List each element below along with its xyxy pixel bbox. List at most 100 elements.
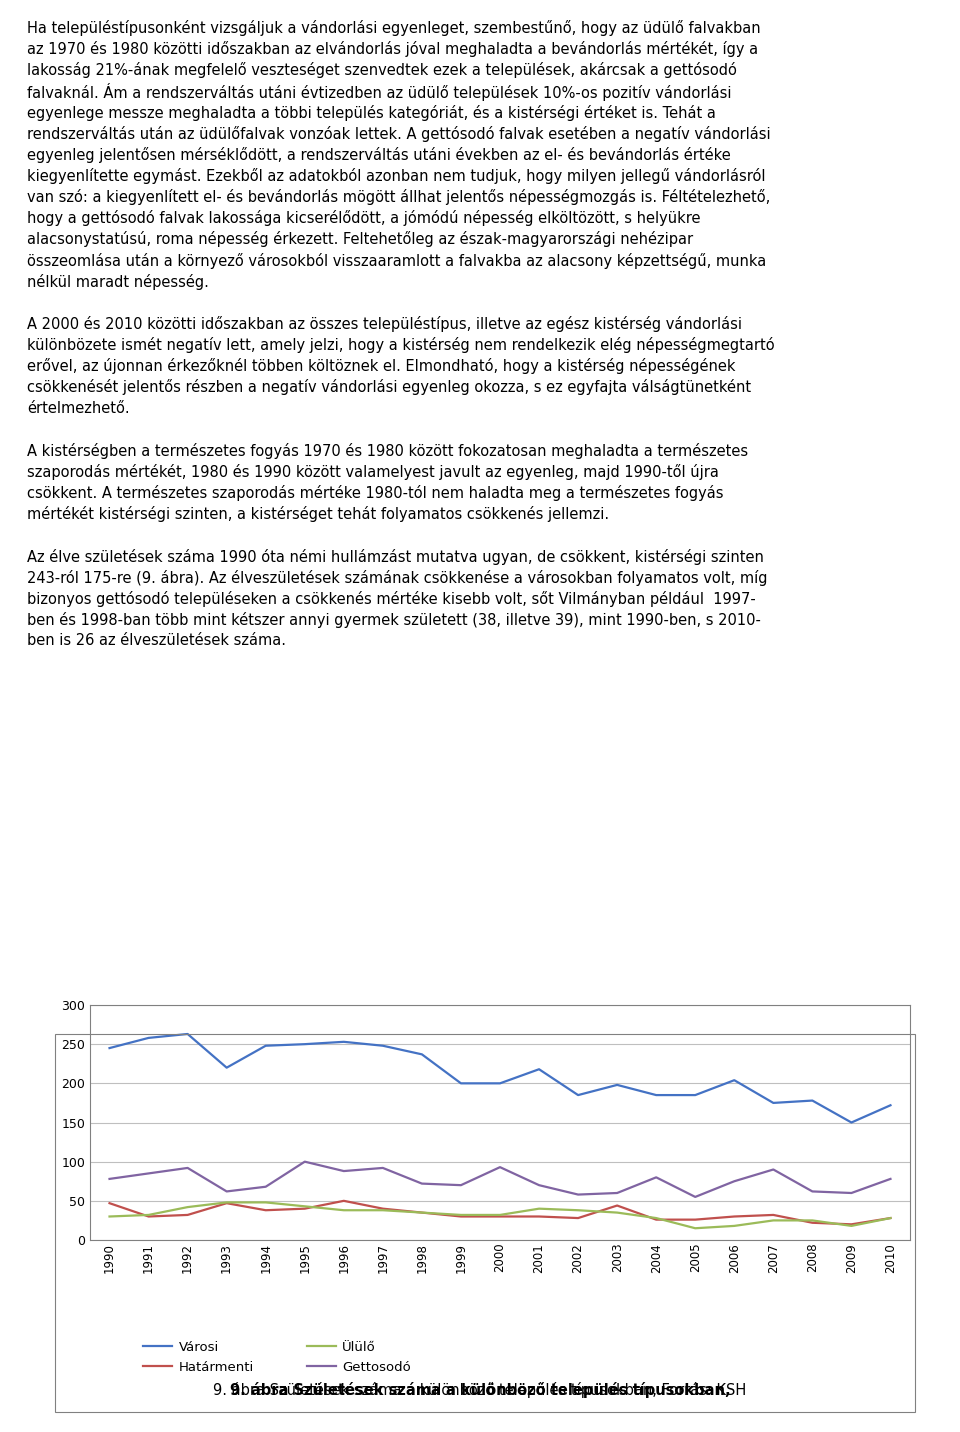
Városi — [612, 1077, 623, 1094]
Text: Az élve születések száma 1990 óta némi hullámzást mutatva ugyan, de csökkent, ki: Az élve születések száma 1990 óta némi h… — [27, 548, 764, 564]
Line: Határmenti: Határmenti — [109, 1201, 891, 1224]
Városi — [143, 1030, 155, 1047]
Line: Ülülő: Ülülő — [109, 1203, 891, 1229]
Határmenti — [846, 1216, 857, 1233]
Line: Városi: Városi — [109, 1034, 891, 1123]
Határmenti — [612, 1197, 623, 1214]
Határmenti — [221, 1194, 232, 1211]
Határmenti — [689, 1211, 701, 1229]
Városi — [260, 1037, 272, 1054]
Gettosodó — [689, 1189, 701, 1206]
Gettosodó — [455, 1177, 467, 1194]
Text: 9. ábra Születések száma a különböző település típusokban,: 9. ábra Születések száma a különböző tel… — [229, 1382, 731, 1398]
Gettosodó — [143, 1164, 155, 1181]
Városi — [885, 1097, 897, 1114]
Városi — [416, 1045, 427, 1063]
Gettosodó — [299, 1153, 310, 1170]
Gettosodó — [729, 1173, 740, 1190]
Ülülő — [299, 1197, 310, 1214]
Text: az 1970 és 1980 közötti időszakban az elvándorlás jóval meghaladta a bevándorlás: az 1970 és 1980 közötti időszakban az el… — [27, 42, 758, 57]
Határmenti — [534, 1209, 545, 1226]
Városi — [338, 1034, 349, 1051]
Gettosodó — [377, 1160, 389, 1177]
Gettosodó — [494, 1158, 506, 1176]
Gettosodó — [534, 1177, 545, 1194]
Határmenti — [651, 1211, 662, 1229]
Gettosodó — [806, 1183, 818, 1200]
Text: A kistérségben a természetes fogyás 1970 és 1980 között fokozatosan meghaladta a: A kistérségben a természetes fogyás 1970… — [27, 442, 748, 458]
Text: lakosság 21%-ának megfelelő veszteséget szenvedtek ezek a települések, akárcsak : lakosság 21%-ának megfelelő veszteséget … — [27, 62, 736, 79]
Városi — [377, 1037, 389, 1054]
Városi — [806, 1093, 818, 1110]
Text: értelmezhető.: értelmezhető. — [27, 401, 130, 415]
Ülülő — [338, 1201, 349, 1219]
Text: A 2000 és 2010 közötti időszakban az összes településtípus, illetve az egész kis: A 2000 és 2010 közötti időszakban az öss… — [27, 316, 742, 332]
Városi — [181, 1025, 193, 1042]
Text: van szó: a kiegyenlített el- és bevándorlás mögött állhat jelentős népességmozgá: van szó: a kiegyenlített el- és bevándor… — [27, 189, 770, 205]
Ülülő — [846, 1217, 857, 1234]
Városi — [299, 1035, 310, 1053]
Text: bizonyos gettósodó településeken a csökkenés mértéke kisebb volt, sőt Vilmányban: bizonyos gettósodó településeken a csökk… — [27, 591, 756, 607]
Gettosodó — [768, 1161, 780, 1179]
Határmenti — [885, 1210, 897, 1227]
Határmenti — [181, 1206, 193, 1223]
Határmenti — [572, 1210, 584, 1227]
Text: csökkenését jelentős részben a negatív vándorlási egyenleg okozza, s ez egyfajta: csökkenését jelentős részben a negatív v… — [27, 379, 751, 395]
Városi — [729, 1071, 740, 1088]
Ülülő — [104, 1209, 115, 1226]
Text: rendszerváltás után az üdülőfalvak vonzóak lettek. A gettósodó falvak esetében a: rendszerváltás után az üdülőfalvak vonzó… — [27, 126, 771, 142]
Gettosodó — [416, 1176, 427, 1193]
Text: Ha ⁠településtípusonként vizsgáljuk a vándorlási egyenleget, szembestűnő, hogy a: Ha ⁠településtípusonként vizsgáljuk a vá… — [27, 20, 760, 36]
Text: szaporodás mértékét, 1980 és 1990 között valamelyest javult az egyenleg, majd 19: szaporodás mértékét, 1980 és 1990 között… — [27, 464, 719, 480]
Határmenti — [806, 1214, 818, 1232]
Határmenti — [455, 1209, 467, 1226]
Ülülő — [494, 1206, 506, 1223]
Ülülő — [143, 1206, 155, 1223]
Text: különbözete ismét negatív lett, amely jelzi, hogy a kistérség nem rendelkezik el: különbözete ismét negatív lett, amely je… — [27, 337, 775, 354]
Text: csökkent. A természetes szaporodás mértéke 1980-tól nem haladta meg a természete: csökkent. A természetes szaporodás mérté… — [27, 485, 724, 501]
Városi — [455, 1075, 467, 1093]
Határmenti — [768, 1206, 780, 1223]
Text: mértékét kistérségi szinten, a kistérséget tehát folyamatos csökkenés jellemzi.: mértékét kistérségi szinten, a kistérség… — [27, 507, 609, 523]
Text: kiegyenlítette egymást. Ezekből az adatokból azonban nem tudjuk, hogy milyen jel: kiegyenlítette egymást. Ezekből az adato… — [27, 168, 765, 185]
Text: egyenlege messze meghaladta a többi település kategóriát, és a kistérségi értéke: egyenlege messze meghaladta a többi tele… — [27, 105, 716, 120]
Ülülő — [260, 1194, 272, 1211]
Ülülő — [416, 1204, 427, 1221]
Text: hogy a gettósodó falvak lakossága kicserélődött, a jómódú népesség elköltözött, : hogy a gettósodó falvak lakossága kicser… — [27, 211, 701, 226]
Városi — [494, 1075, 506, 1093]
Gettosodó — [651, 1169, 662, 1186]
Text: összeomlása után a környező városokból visszaaramlott a falvakba az alacsony kép: összeomlása után a környező városokból v… — [27, 252, 766, 269]
Text: 9. ábra Születések száma a különböző település típusokban, Forrás: KSH: 9. ábra Születések száma a különböző tel… — [213, 1382, 747, 1398]
Városi — [104, 1040, 115, 1057]
Határmenti — [260, 1201, 272, 1219]
Határmenti — [416, 1204, 427, 1221]
Városi — [689, 1087, 701, 1104]
Határmenti — [299, 1200, 310, 1217]
Text: egyenleg jelentősen mérséklődött, a rendszerváltás utáni években az el- és beván: egyenleg jelentősen mérséklődött, a rend… — [27, 147, 731, 163]
Ülülő — [572, 1201, 584, 1219]
Text: 243-ról 175-re (9. ábra). Az élveszületések számának csökkenése a városokban fol: 243-ról 175-re (9. ábra). Az élveszületé… — [27, 570, 767, 586]
Gettosodó — [885, 1170, 897, 1187]
Ülülő — [221, 1194, 232, 1211]
Határmenti — [494, 1209, 506, 1226]
Ülülő — [885, 1210, 897, 1227]
Ülülő — [729, 1217, 740, 1234]
Ülülő — [768, 1211, 780, 1229]
Text: alacsonystatúsú, roma népesség érkezett. Feltehetőleg az észak-magyarországi neh: alacsonystatúsú, roma népesség érkezett.… — [27, 232, 693, 248]
Határmenti — [338, 1193, 349, 1210]
Gettosodó — [572, 1186, 584, 1203]
Gettosodó — [846, 1184, 857, 1201]
Ülülő — [612, 1204, 623, 1221]
Text: nélkül maradt népesség.: nélkül maradt népesség. — [27, 274, 208, 289]
Gettosodó — [260, 1179, 272, 1196]
Városi — [651, 1087, 662, 1104]
Ülülő — [806, 1211, 818, 1229]
Gettosodó — [612, 1184, 623, 1201]
Ülülő — [534, 1200, 545, 1217]
Városi — [768, 1094, 780, 1111]
Text: erővel, az újonnan érkezőknél többen költöznek el. Elmondható, hogy a kistérség : erővel, az újonnan érkezőknél többen köl… — [27, 358, 735, 374]
Legend: Városi, Határmenti, Ülülő, Gettosodó: Városi, Határmenti, Ülülő, Gettosodó — [137, 1336, 417, 1379]
Városi — [221, 1060, 232, 1077]
Ülülő — [651, 1210, 662, 1227]
Határmenti — [729, 1209, 740, 1226]
